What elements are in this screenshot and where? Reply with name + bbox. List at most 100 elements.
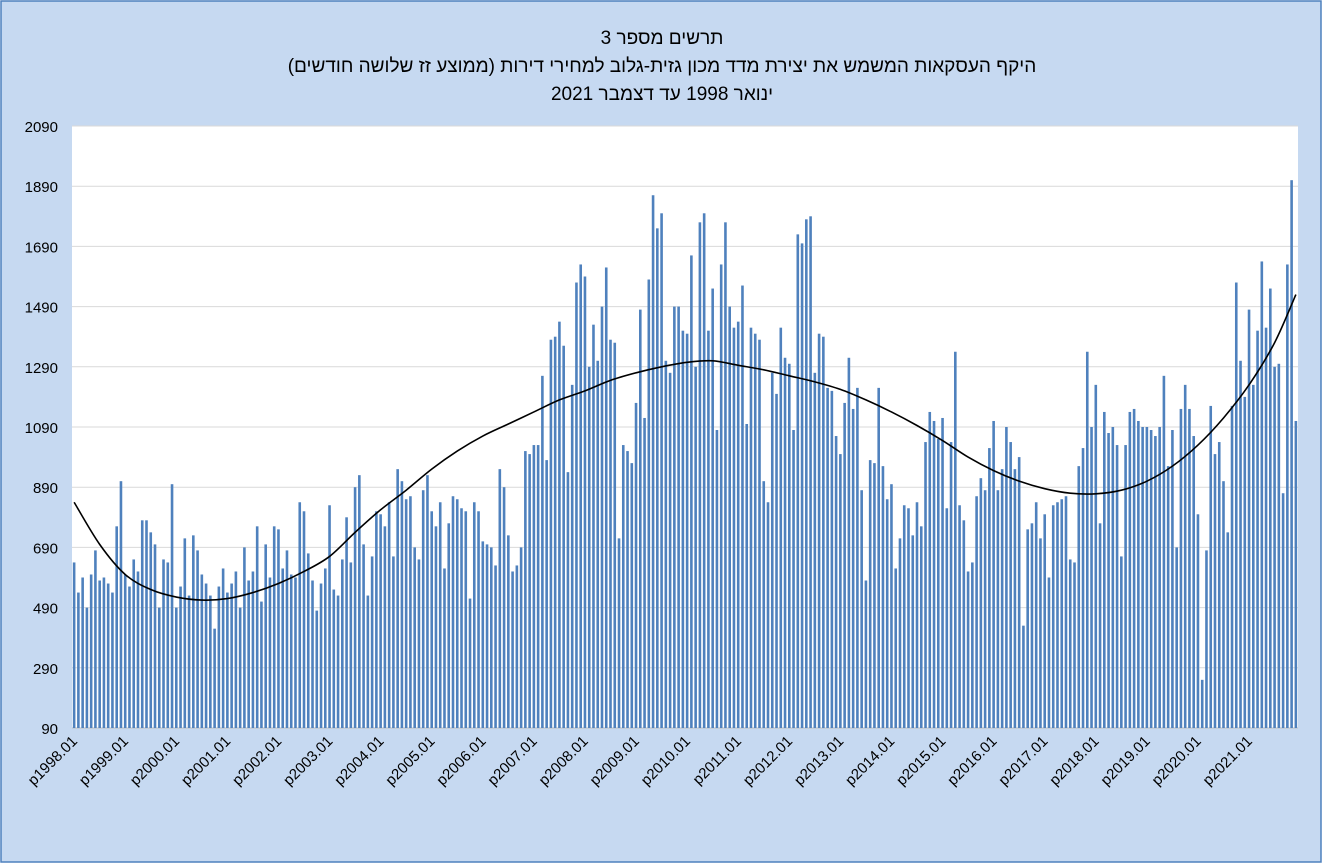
bar	[745, 423, 749, 728]
bar	[796, 234, 800, 729]
bar	[822, 336, 825, 728]
bar	[1209, 405, 1213, 728]
bar	[460, 508, 463, 728]
bar	[579, 264, 583, 728]
bar	[157, 607, 161, 728]
bar	[1022, 625, 1025, 728]
bar	[226, 592, 229, 728]
bar	[1281, 493, 1285, 728]
bar	[115, 526, 118, 728]
bar	[396, 469, 399, 728]
bar	[783, 357, 787, 728]
bar	[179, 586, 182, 728]
bar	[162, 559, 165, 728]
bar	[392, 556, 395, 728]
bar	[1260, 261, 1264, 728]
bar	[770, 372, 774, 728]
bar	[464, 511, 468, 728]
bar	[1120, 556, 1123, 728]
bar	[758, 339, 761, 728]
bar	[741, 285, 744, 728]
bar	[830, 390, 834, 728]
bar	[587, 366, 591, 728]
bar	[851, 408, 855, 728]
bar	[1137, 420, 1140, 728]
bar	[311, 580, 314, 728]
bar	[685, 333, 689, 728]
bar	[1009, 442, 1012, 728]
bar	[383, 526, 387, 728]
bar	[1269, 288, 1272, 728]
bar	[570, 384, 574, 728]
bar	[707, 330, 710, 728]
bar	[885, 499, 889, 728]
bar	[490, 547, 493, 728]
bar	[983, 490, 987, 728]
bar	[174, 607, 178, 728]
bar	[519, 547, 523, 728]
bar	[528, 454, 531, 728]
bar	[149, 532, 153, 728]
chart-title: תרשים מספר 3	[601, 28, 724, 49]
bar	[362, 544, 365, 728]
bar	[417, 559, 421, 728]
bar	[660, 213, 663, 729]
bar	[1017, 457, 1021, 728]
bar	[732, 327, 736, 728]
bar	[1090, 427, 1093, 728]
bar	[1081, 448, 1085, 728]
bar	[1145, 427, 1149, 728]
bar	[1047, 577, 1051, 728]
bar	[873, 463, 876, 728]
bar	[941, 417, 944, 728]
bar	[1077, 466, 1081, 728]
bar	[323, 568, 327, 728]
bar	[430, 511, 434, 728]
bar	[536, 445, 540, 728]
bar	[532, 445, 536, 728]
bar	[387, 502, 391, 728]
bar	[1094, 384, 1098, 728]
bar	[711, 288, 714, 728]
bar	[1030, 523, 1034, 728]
bar	[166, 562, 170, 728]
bar	[724, 222, 727, 728]
bar	[289, 574, 293, 728]
bar	[656, 228, 659, 728]
bar	[1141, 427, 1144, 728]
bar	[834, 436, 838, 728]
bar	[1005, 427, 1008, 728]
bar	[404, 499, 408, 728]
bar	[306, 553, 310, 728]
bar	[1277, 363, 1281, 728]
bar	[302, 511, 306, 728]
bar	[1183, 384, 1187, 728]
y-tick-label: 90	[41, 721, 58, 738]
bar	[1290, 180, 1293, 728]
bar	[575, 282, 578, 728]
bar	[562, 345, 565, 728]
bar	[877, 387, 880, 728]
bar	[243, 547, 246, 728]
bar	[366, 595, 370, 728]
bar	[481, 541, 485, 728]
bar	[1264, 327, 1268, 728]
bar	[843, 402, 846, 728]
bar	[651, 195, 655, 729]
bar	[106, 583, 110, 728]
bar	[1256, 330, 1259, 728]
bar	[664, 360, 668, 728]
bar	[1213, 454, 1217, 728]
bar	[140, 520, 144, 728]
bar	[277, 529, 280, 728]
bar	[592, 324, 595, 728]
bar	[285, 550, 289, 728]
bar	[443, 568, 446, 728]
bar	[894, 568, 898, 728]
bar	[1000, 469, 1004, 728]
bar	[596, 360, 600, 728]
bar	[515, 565, 519, 728]
bar	[1286, 264, 1289, 728]
bar	[187, 595, 191, 728]
